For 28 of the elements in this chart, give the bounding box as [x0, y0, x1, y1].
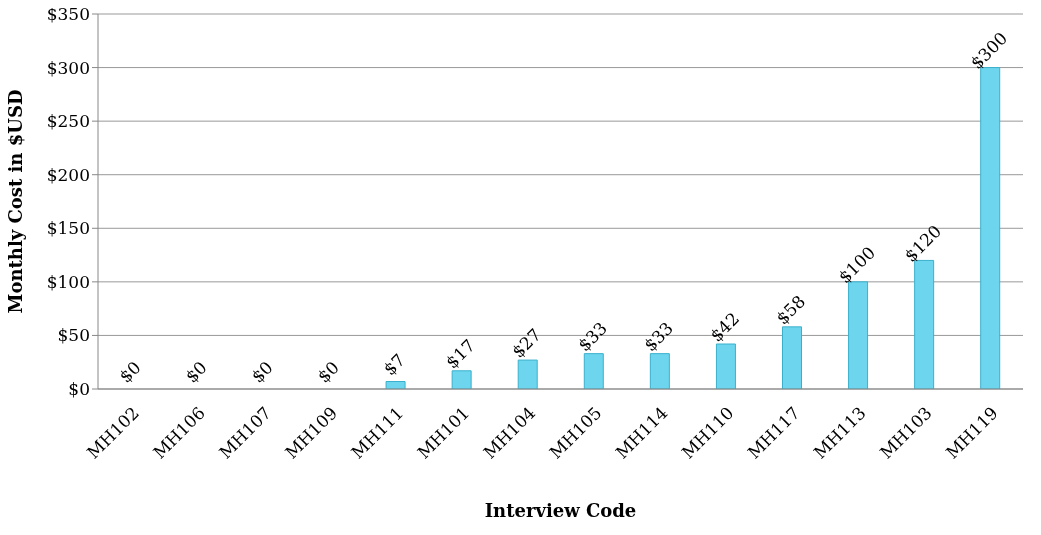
bar: [649, 353, 670, 389]
bar: [583, 353, 604, 389]
y-tick-label: $300: [46, 57, 90, 78]
bar: [848, 281, 869, 389]
y-tick-label: $0: [68, 379, 90, 400]
data-label: $33: [640, 318, 678, 356]
bar: [782, 326, 802, 389]
data-label: $0: [115, 357, 145, 387]
y-axis-title: Monthly Cost in $USD: [5, 89, 27, 314]
y-tick-label: $200: [46, 164, 90, 185]
x-axis-title: Interview Code: [484, 500, 637, 521]
y-tick-label: $100: [46, 271, 90, 292]
y-tick-label: $150: [46, 218, 90, 239]
data-label: $58: [772, 291, 810, 329]
data-label: $33: [573, 318, 612, 356]
bar: [715, 343, 736, 389]
y-tick-label: $350: [46, 4, 90, 25]
data-label: $42: [706, 308, 744, 346]
data-label: $0: [313, 357, 343, 387]
data-label: $0: [181, 357, 211, 387]
y-tick-label: $50: [57, 325, 90, 346]
bar: [451, 370, 472, 389]
bar: [385, 381, 406, 389]
data-label: $0: [247, 357, 277, 387]
bar: [517, 359, 538, 389]
data-label: $7: [379, 349, 409, 380]
bar: [980, 67, 1001, 389]
y-tick-label: $250: [46, 111, 90, 132]
